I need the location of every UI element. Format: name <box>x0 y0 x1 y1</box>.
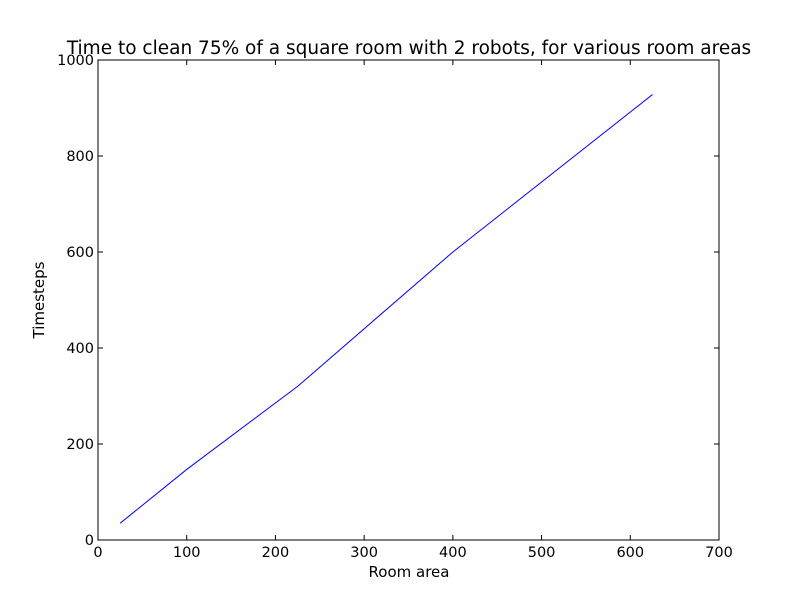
y-tick-label: 0 <box>85 533 94 549</box>
plot-area-frame <box>97 59 720 541</box>
chart-title: Time to clean 75% of a square room with … <box>66 38 751 59</box>
axis-ticks: 0 100 200 300 400 500 600 700 0 200 400 600 800 1000 <box>57 53 733 561</box>
x-tick-label: 200 <box>262 545 290 561</box>
y-tick-label: 600 <box>66 245 94 261</box>
x-tick-label: 400 <box>439 545 467 561</box>
x-tick-label: 300 <box>350 545 378 561</box>
x-axis-label: Room area <box>369 563 450 581</box>
x-tick-label: 500 <box>528 545 556 561</box>
y-tick-label: 800 <box>66 149 94 165</box>
x-tick-label: 100 <box>173 545 201 561</box>
x-tick-label: 700 <box>705 545 733 561</box>
y-tick-label: 400 <box>66 341 94 357</box>
x-tick-label: 600 <box>616 545 644 561</box>
y-tick-label: 200 <box>66 437 94 453</box>
series-group <box>119 94 653 524</box>
series-line <box>119 94 653 524</box>
y-axis-label: Timesteps <box>30 261 48 339</box>
x-tick-label: 0 <box>93 545 102 561</box>
y-tick-label: 1000 <box>57 53 94 69</box>
